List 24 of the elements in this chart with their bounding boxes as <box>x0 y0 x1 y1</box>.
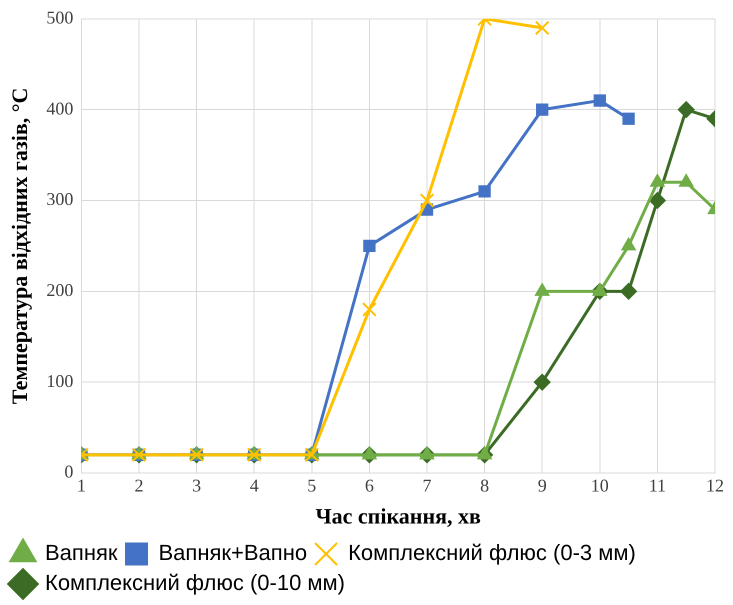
x-tick-label: 3 <box>192 476 202 496</box>
y-tick-label: 500 <box>46 8 74 28</box>
x-tick-label: 12 <box>706 476 724 496</box>
x-tick-label: 11 <box>648 476 666 496</box>
x-tick-label: 6 <box>364 476 374 496</box>
x-axis-title: Час спікання, хв <box>315 503 482 528</box>
x-tick-label: 5 <box>307 476 316 496</box>
legend-label: Комплексний флюс (0-10 мм) <box>45 570 345 596</box>
x-tick-label: 2 <box>134 476 144 496</box>
x-tick-label: 4 <box>250 476 259 496</box>
y-tick-label: 200 <box>46 280 74 300</box>
y-tick-label: 400 <box>46 98 74 118</box>
x-tick-label: 9 <box>538 476 547 496</box>
x-tick-label: 8 <box>480 476 490 496</box>
y-tick-label: 300 <box>46 189 74 210</box>
x-tick-label: 7 <box>422 476 432 496</box>
y-tick-label: 100 <box>46 370 74 391</box>
legend-label: Вапняк+Вапно <box>158 540 308 566</box>
legend-label: Комплексний флюс (0-3 мм) <box>348 540 636 566</box>
y-axis-title: Температура відхідних газів, °C <box>6 88 32 404</box>
x-tick-label: 10 <box>590 476 609 496</box>
y-tick-label: 0 <box>64 462 74 482</box>
x-tick-label: 1 <box>76 476 86 496</box>
legend-label: Вапняк <box>45 540 118 566</box>
